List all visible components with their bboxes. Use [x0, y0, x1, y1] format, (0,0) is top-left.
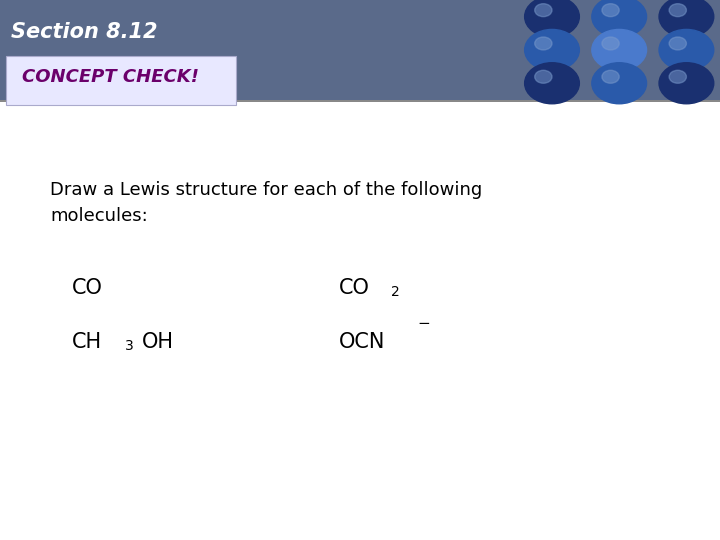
Circle shape — [659, 30, 714, 71]
Circle shape — [602, 70, 619, 83]
Circle shape — [535, 37, 552, 50]
Circle shape — [535, 70, 552, 83]
Text: CH: CH — [72, 332, 102, 352]
Circle shape — [592, 63, 647, 104]
Text: Resonance: Resonance — [11, 57, 138, 77]
Circle shape — [669, 70, 686, 83]
Circle shape — [535, 4, 552, 17]
Text: OH: OH — [142, 332, 174, 352]
Circle shape — [669, 4, 686, 17]
Text: OCN: OCN — [338, 332, 384, 352]
Text: 2: 2 — [391, 285, 400, 299]
Text: CONCEPT CHECK!: CONCEPT CHECK! — [22, 68, 199, 85]
Text: CO: CO — [338, 278, 369, 298]
Bar — [0, 0, 720, 100]
Text: Draw a Lewis structure for each of the following
molecules:: Draw a Lewis structure for each of the f… — [50, 181, 482, 225]
Text: 3: 3 — [125, 339, 133, 353]
Circle shape — [525, 30, 580, 71]
Circle shape — [659, 63, 714, 104]
Circle shape — [525, 63, 580, 104]
Text: CO: CO — [72, 278, 103, 298]
Circle shape — [659, 0, 714, 37]
Circle shape — [592, 30, 647, 71]
Text: Section 8.12: Section 8.12 — [11, 22, 157, 42]
Circle shape — [602, 37, 619, 50]
Circle shape — [602, 4, 619, 17]
FancyBboxPatch shape — [6, 56, 236, 105]
Text: −: − — [418, 316, 431, 331]
Bar — [0, 100, 720, 102]
Circle shape — [669, 37, 686, 50]
Circle shape — [592, 0, 647, 37]
Circle shape — [525, 0, 580, 37]
